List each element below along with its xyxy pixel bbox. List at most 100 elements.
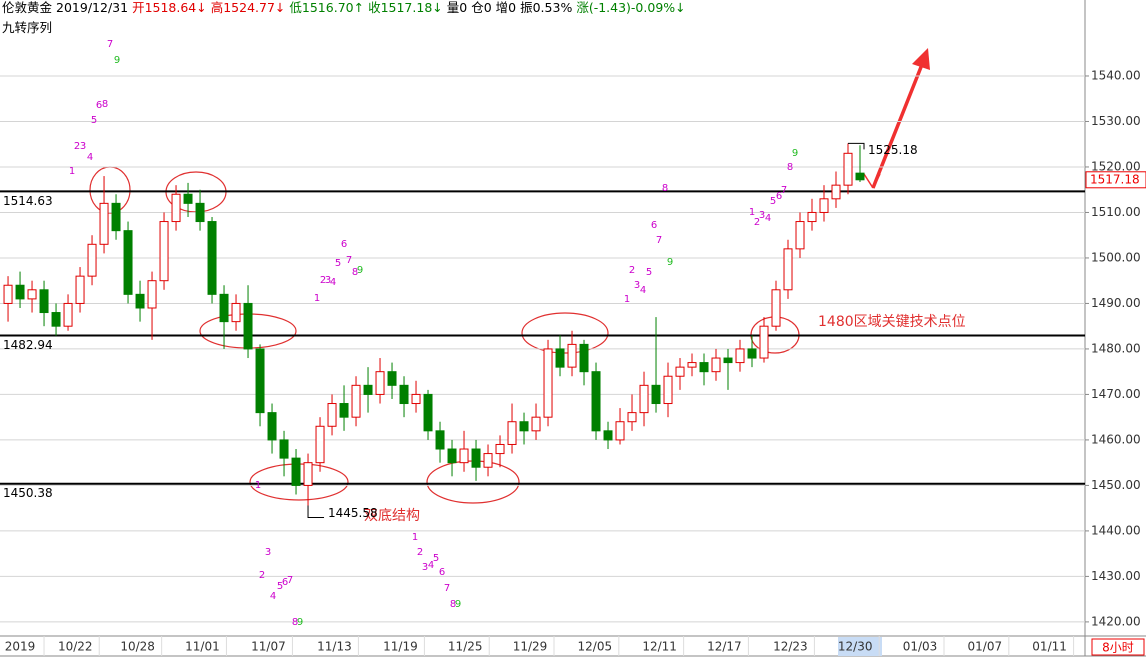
candle-body [387, 371, 397, 386]
candle-body [699, 362, 709, 373]
nine-turn-digit: 9 [667, 257, 673, 268]
candle-body [759, 325, 769, 359]
indicator-name: 九转序列 [2, 20, 53, 35]
candle-body [27, 289, 37, 300]
candle-body [771, 289, 781, 327]
nine-turn-digit: 6 [651, 220, 657, 231]
candle-body [615, 421, 625, 441]
nine-turn-digit: 4 [87, 152, 93, 163]
nine-turn-digit: 2 [629, 265, 635, 276]
header-item: 仓0 [471, 0, 492, 15]
nine-turn-digit: 4 [640, 285, 646, 296]
nine-turn-digit: 5 [433, 553, 439, 564]
x-tick-label: 12/30 [838, 640, 873, 654]
candle-body [327, 403, 337, 427]
candle-body [687, 362, 697, 368]
candle-body [51, 312, 61, 327]
nine-turn-digit: 2 [320, 275, 326, 286]
x-tick-label: 12/11 [642, 640, 677, 654]
nine-turn-digit: 4 [270, 591, 276, 602]
x-tick-label: 01/11 [1032, 640, 1067, 654]
nine-turn-digit: 6 [776, 191, 782, 202]
nine-turn-digit: 3 [80, 141, 86, 152]
y-tick-label: 1530.00 [1091, 114, 1141, 128]
candle-body [639, 384, 649, 414]
nine-turn-digit: 1 [412, 532, 418, 543]
nine-turn-digit: 9 [792, 148, 798, 159]
candle-body [447, 448, 457, 464]
x-tick-label: 01/07 [968, 640, 1003, 654]
candle-body [147, 280, 157, 309]
y-tick-label: 1460.00 [1091, 432, 1141, 446]
candle-body [351, 384, 361, 418]
current-date-highlight [838, 637, 882, 656]
y-tick-label: 1490.00 [1091, 296, 1141, 310]
candle-body [579, 343, 589, 373]
nine-turn-digit: 3 [325, 275, 331, 286]
candle-body [243, 302, 253, 350]
level-label: 1450.38 [3, 486, 53, 500]
candle-body [111, 202, 121, 232]
candle-body [363, 384, 373, 395]
x-tick-label: 11/13 [317, 640, 352, 654]
header-item: 量0 [446, 0, 468, 15]
nine-turn-digit: 4 [428, 560, 434, 571]
nine-turn-digit: 2 [74, 141, 80, 152]
header-item: 2019/12/31 [56, 0, 129, 15]
arrow-head [912, 48, 930, 70]
candle-body [375, 371, 385, 395]
candle-body [723, 357, 733, 364]
y-tick-label: 1480.00 [1091, 341, 1141, 355]
candle-body [471, 448, 481, 468]
candle-body [267, 412, 277, 441]
candle-body [339, 403, 349, 418]
nine-turn-digit: 7 [781, 185, 787, 196]
candle-body [711, 357, 721, 373]
nine-turn-digit: 1 [314, 293, 320, 304]
min-label: 1445.58 [328, 506, 378, 520]
candle-body [459, 448, 469, 464]
nine-turn-digit: 1 [69, 166, 75, 177]
candle-body [87, 243, 97, 277]
x-tick-label: 11/25 [448, 640, 483, 654]
candle-body [591, 371, 601, 432]
nine-turn-digit: 9 [455, 599, 461, 610]
y-tick-label: 1540.00 [1091, 68, 1141, 82]
nine-turn-digit: 9 [114, 55, 120, 66]
candle-body [303, 462, 313, 486]
level-label: 1482.94 [3, 338, 53, 352]
candle-body [783, 248, 793, 291]
x-tick-label: 12/17 [707, 640, 742, 654]
candle-body [735, 348, 745, 364]
candle-body [75, 275, 85, 304]
min-bracket [307, 505, 325, 519]
nine-turn-digit: 3 [422, 562, 428, 573]
candle-body [195, 202, 205, 223]
candle-body [567, 343, 577, 368]
max-label: 1525.18 [868, 143, 918, 157]
nine-turn-digit: 3 [634, 280, 640, 291]
x-tick-label: 12/23 [773, 640, 808, 654]
nine-turn-digit: 6 [439, 567, 445, 578]
candle-body [843, 152, 853, 186]
candle-body [495, 443, 505, 455]
small-arrow [863, 173, 874, 189]
nine-turn-digit: 4 [330, 277, 336, 288]
candle-body [663, 375, 673, 405]
candle-body [795, 221, 805, 250]
candle-body [219, 293, 229, 323]
candle-body [99, 202, 109, 245]
nine-turn-digit: 3 [265, 547, 271, 558]
nine-turn-digit: 7 [656, 235, 662, 246]
candle-body [291, 457, 301, 486]
y-tick-label: 1430.00 [1091, 569, 1141, 583]
header-item: 高1524.77↓ [210, 0, 286, 15]
nine-turn-digit: 6 [341, 239, 347, 250]
candle-body [651, 384, 661, 405]
candle-body [531, 416, 541, 432]
header-item: 开1518.64↓ [132, 0, 207, 15]
nine-turn-digit: 1 [255, 480, 261, 491]
nine-turn-digit: 8 [352, 267, 358, 278]
max-bracket [848, 142, 865, 150]
